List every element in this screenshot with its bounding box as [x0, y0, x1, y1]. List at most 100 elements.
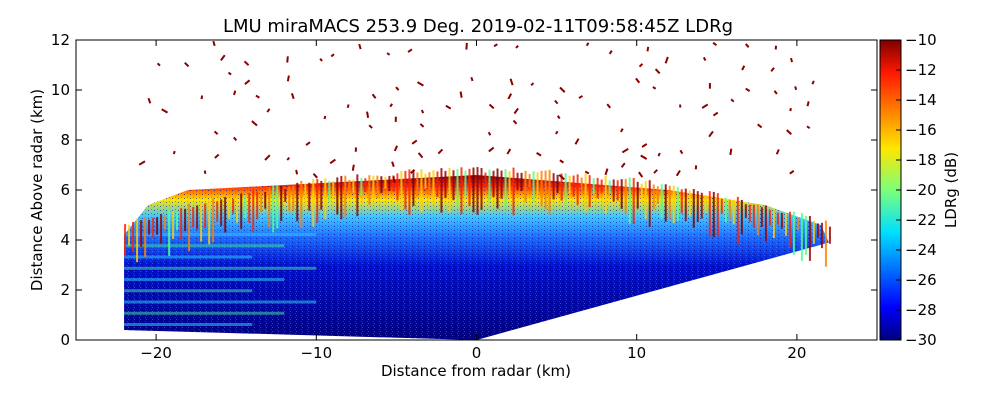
noise-echo	[393, 145, 399, 152]
edge-echo	[560, 173, 563, 201]
edge-echo	[288, 186, 291, 212]
edge-echo	[692, 189, 695, 228]
noise-echo	[392, 176, 396, 183]
noise-echo	[712, 41, 718, 47]
noise-echo	[251, 120, 258, 127]
edge-echo	[740, 199, 743, 235]
radar-sector	[124, 167, 831, 340]
edge-echo	[552, 173, 555, 200]
edge-echo	[700, 192, 703, 219]
edge-echo	[132, 221, 135, 253]
edge-echo	[540, 170, 543, 207]
x-tick-label: −10	[300, 344, 332, 362]
edge-echo	[616, 180, 619, 201]
edge-echo	[516, 172, 519, 191]
noise-echo	[604, 168, 609, 176]
edge-echo	[148, 219, 151, 235]
y-tick-label: 8	[60, 131, 70, 149]
edge-echo	[328, 181, 331, 203]
edge-echo	[340, 175, 343, 220]
noise-echo	[214, 153, 220, 159]
noise-echo	[506, 148, 512, 155]
edge-echo	[388, 175, 391, 191]
edge-echo	[704, 194, 707, 213]
colorbar-tick-label: −20	[905, 181, 937, 199]
noise-echo	[675, 169, 681, 177]
y-tick-label: 4	[60, 231, 70, 249]
edge-echo	[236, 195, 239, 223]
y-tick-label: 12	[51, 31, 70, 49]
noise-echo	[708, 130, 714, 138]
noise-echo	[351, 164, 355, 171]
noise-echo	[138, 160, 146, 166]
edge-echo	[632, 178, 635, 225]
edge-echo	[788, 211, 791, 248]
low-layer-stripe	[124, 233, 317, 236]
edge-echo	[500, 170, 503, 199]
noise-echo	[694, 165, 698, 170]
noise-echo	[712, 111, 719, 117]
edge-echo	[764, 205, 767, 242]
noise-echo	[794, 86, 798, 91]
edge-echo	[284, 189, 287, 202]
edge-echo	[316, 179, 319, 223]
noise-echo	[172, 150, 176, 155]
edge-echo	[580, 177, 583, 191]
edge-echo	[332, 181, 335, 199]
edge-echo	[436, 171, 439, 198]
edge-echo	[508, 171, 511, 197]
edge-echo	[588, 175, 591, 208]
noise-echo	[391, 161, 395, 168]
x-axis: −20 −10 0 10 20	[140, 40, 806, 362]
noise-echo	[233, 136, 238, 141]
noise-echo	[286, 75, 290, 82]
colorbar-tick-label: −14	[905, 91, 937, 109]
edge-echo	[320, 180, 323, 210]
noise-echo	[358, 43, 362, 50]
low-layer-stripe	[124, 244, 285, 248]
edge-echo	[608, 180, 611, 194]
noise-echo	[513, 107, 519, 115]
x-tick-label: 0	[472, 344, 482, 362]
x-axis-label: Distance from radar (km)	[381, 362, 571, 380]
edge-echo	[492, 170, 495, 197]
noise-echo	[329, 158, 336, 165]
edge-echo	[504, 169, 507, 207]
edge-echo	[376, 175, 379, 199]
noise-echo	[227, 71, 232, 76]
noise-echo	[389, 103, 393, 108]
x-tick-label: 20	[787, 344, 806, 362]
edge-echo	[636, 181, 639, 209]
noise-echo	[789, 107, 792, 112]
noise-echo	[410, 168, 416, 174]
noise-echo	[558, 174, 565, 181]
edge-echo	[172, 210, 175, 239]
noise-echo	[487, 131, 492, 136]
noise-echo	[621, 147, 629, 154]
noise-echo	[203, 170, 207, 175]
edge-echo	[460, 167, 463, 215]
edge-echo	[656, 186, 659, 205]
edge-echo	[404, 170, 407, 210]
colorbar-ticks: −10 −12 −14 −16 −18 −20 −22 −24 −26 −28 −30	[896, 31, 937, 349]
noise-echo	[664, 56, 669, 64]
colorbar-tick-label: −28	[905, 301, 937, 319]
noise-echo	[368, 124, 373, 129]
x-tick-label: −20	[140, 344, 172, 362]
noise-echo	[488, 103, 495, 110]
noise-echo	[775, 149, 780, 155]
edge-echo	[212, 198, 215, 243]
edge-echo	[184, 208, 187, 231]
edge-echo	[364, 178, 367, 193]
y-tick-label: 2	[60, 281, 70, 299]
edge-echo	[228, 198, 231, 219]
edge-echo	[796, 217, 799, 231]
edge-echo	[216, 201, 219, 222]
edge-echo	[720, 198, 723, 214]
edge-echo	[584, 173, 587, 213]
noise-echo	[290, 92, 295, 100]
edge-echo	[240, 193, 243, 229]
edge-echo	[392, 175, 395, 192]
noise-echo	[264, 154, 271, 161]
colorbar-tick-label: −16	[905, 121, 937, 139]
